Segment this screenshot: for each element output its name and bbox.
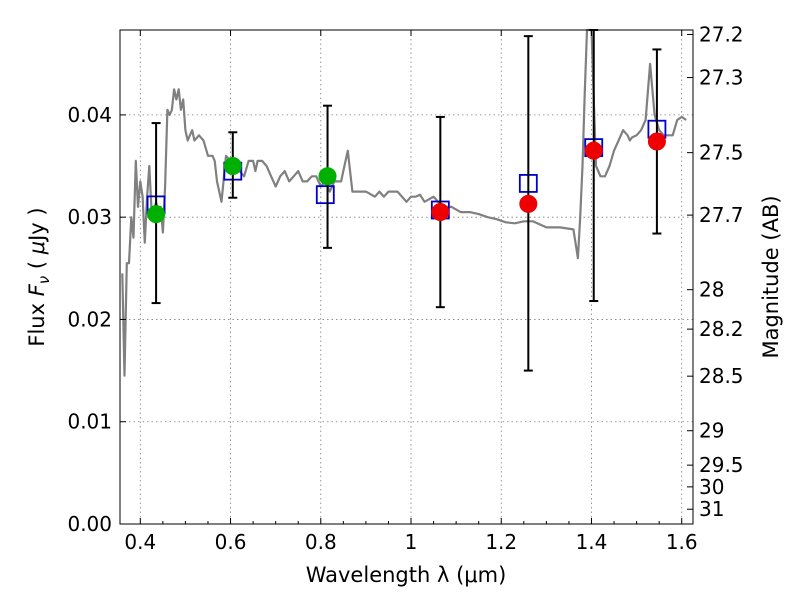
y-tick-label: 0.03: [67, 205, 112, 229]
plot-frame: [119, 29, 694, 525]
y2-tick-label: 27.2: [699, 22, 744, 46]
data-point: [647, 132, 666, 151]
x-tick-label: 1.6: [666, 530, 698, 554]
data-point: [223, 157, 242, 176]
x-tick-label: 1: [405, 530, 418, 554]
y-tick-label: 0.02: [67, 307, 112, 331]
data-point: [519, 194, 538, 213]
grid-lines: [120, 30, 693, 524]
y-tick-label: 0.04: [67, 103, 112, 127]
y2-tick-label: 27.5: [699, 141, 744, 165]
y2-tick-label: 28.5: [699, 364, 744, 388]
data-point: [318, 167, 337, 186]
marker-layer: [146, 29, 667, 372]
y-tick-label: 0.01: [67, 410, 112, 434]
y2-tick-label: 29.5: [699, 453, 744, 477]
x-tick-label: 1.4: [576, 530, 608, 554]
x-tick-label: 0.8: [305, 530, 337, 554]
y2-tick-label: 27.7: [699, 203, 744, 227]
y2-tick-label: 28: [699, 278, 724, 302]
y-tick-label: 0.00: [67, 512, 112, 536]
data-point: [147, 205, 166, 224]
data-point: [431, 203, 450, 222]
x-tick-label: 0.4: [124, 530, 156, 554]
spectrum-layer: [121, 28, 687, 377]
y2-tick-label: 27.3: [699, 66, 744, 90]
x-tick-label: 0.6: [215, 530, 247, 554]
x-axis-label: Wavelength λ (μm): [306, 563, 507, 587]
y-axis-label: Flux Fν ( μJy ): [25, 207, 53, 346]
model-square-marker: [315, 185, 335, 205]
y2-tick-label: 29: [699, 419, 724, 443]
data-point: [584, 141, 603, 160]
spectrum-line: [121, 28, 687, 377]
x-tick-label: 1.2: [485, 530, 517, 554]
y2-axis-label: Magnitude (AB): [759, 195, 783, 358]
tick-layer: 0.4 0.6 0.8 1 1.2 1.4 1.6 0.00 0.01 0.02 0.03 0.04 2…: [67, 22, 743, 554]
y2-tick-label: 28.2: [699, 317, 744, 341]
y2-tick-label: 31: [699, 497, 724, 521]
y2-tick-label: 30: [699, 475, 724, 499]
